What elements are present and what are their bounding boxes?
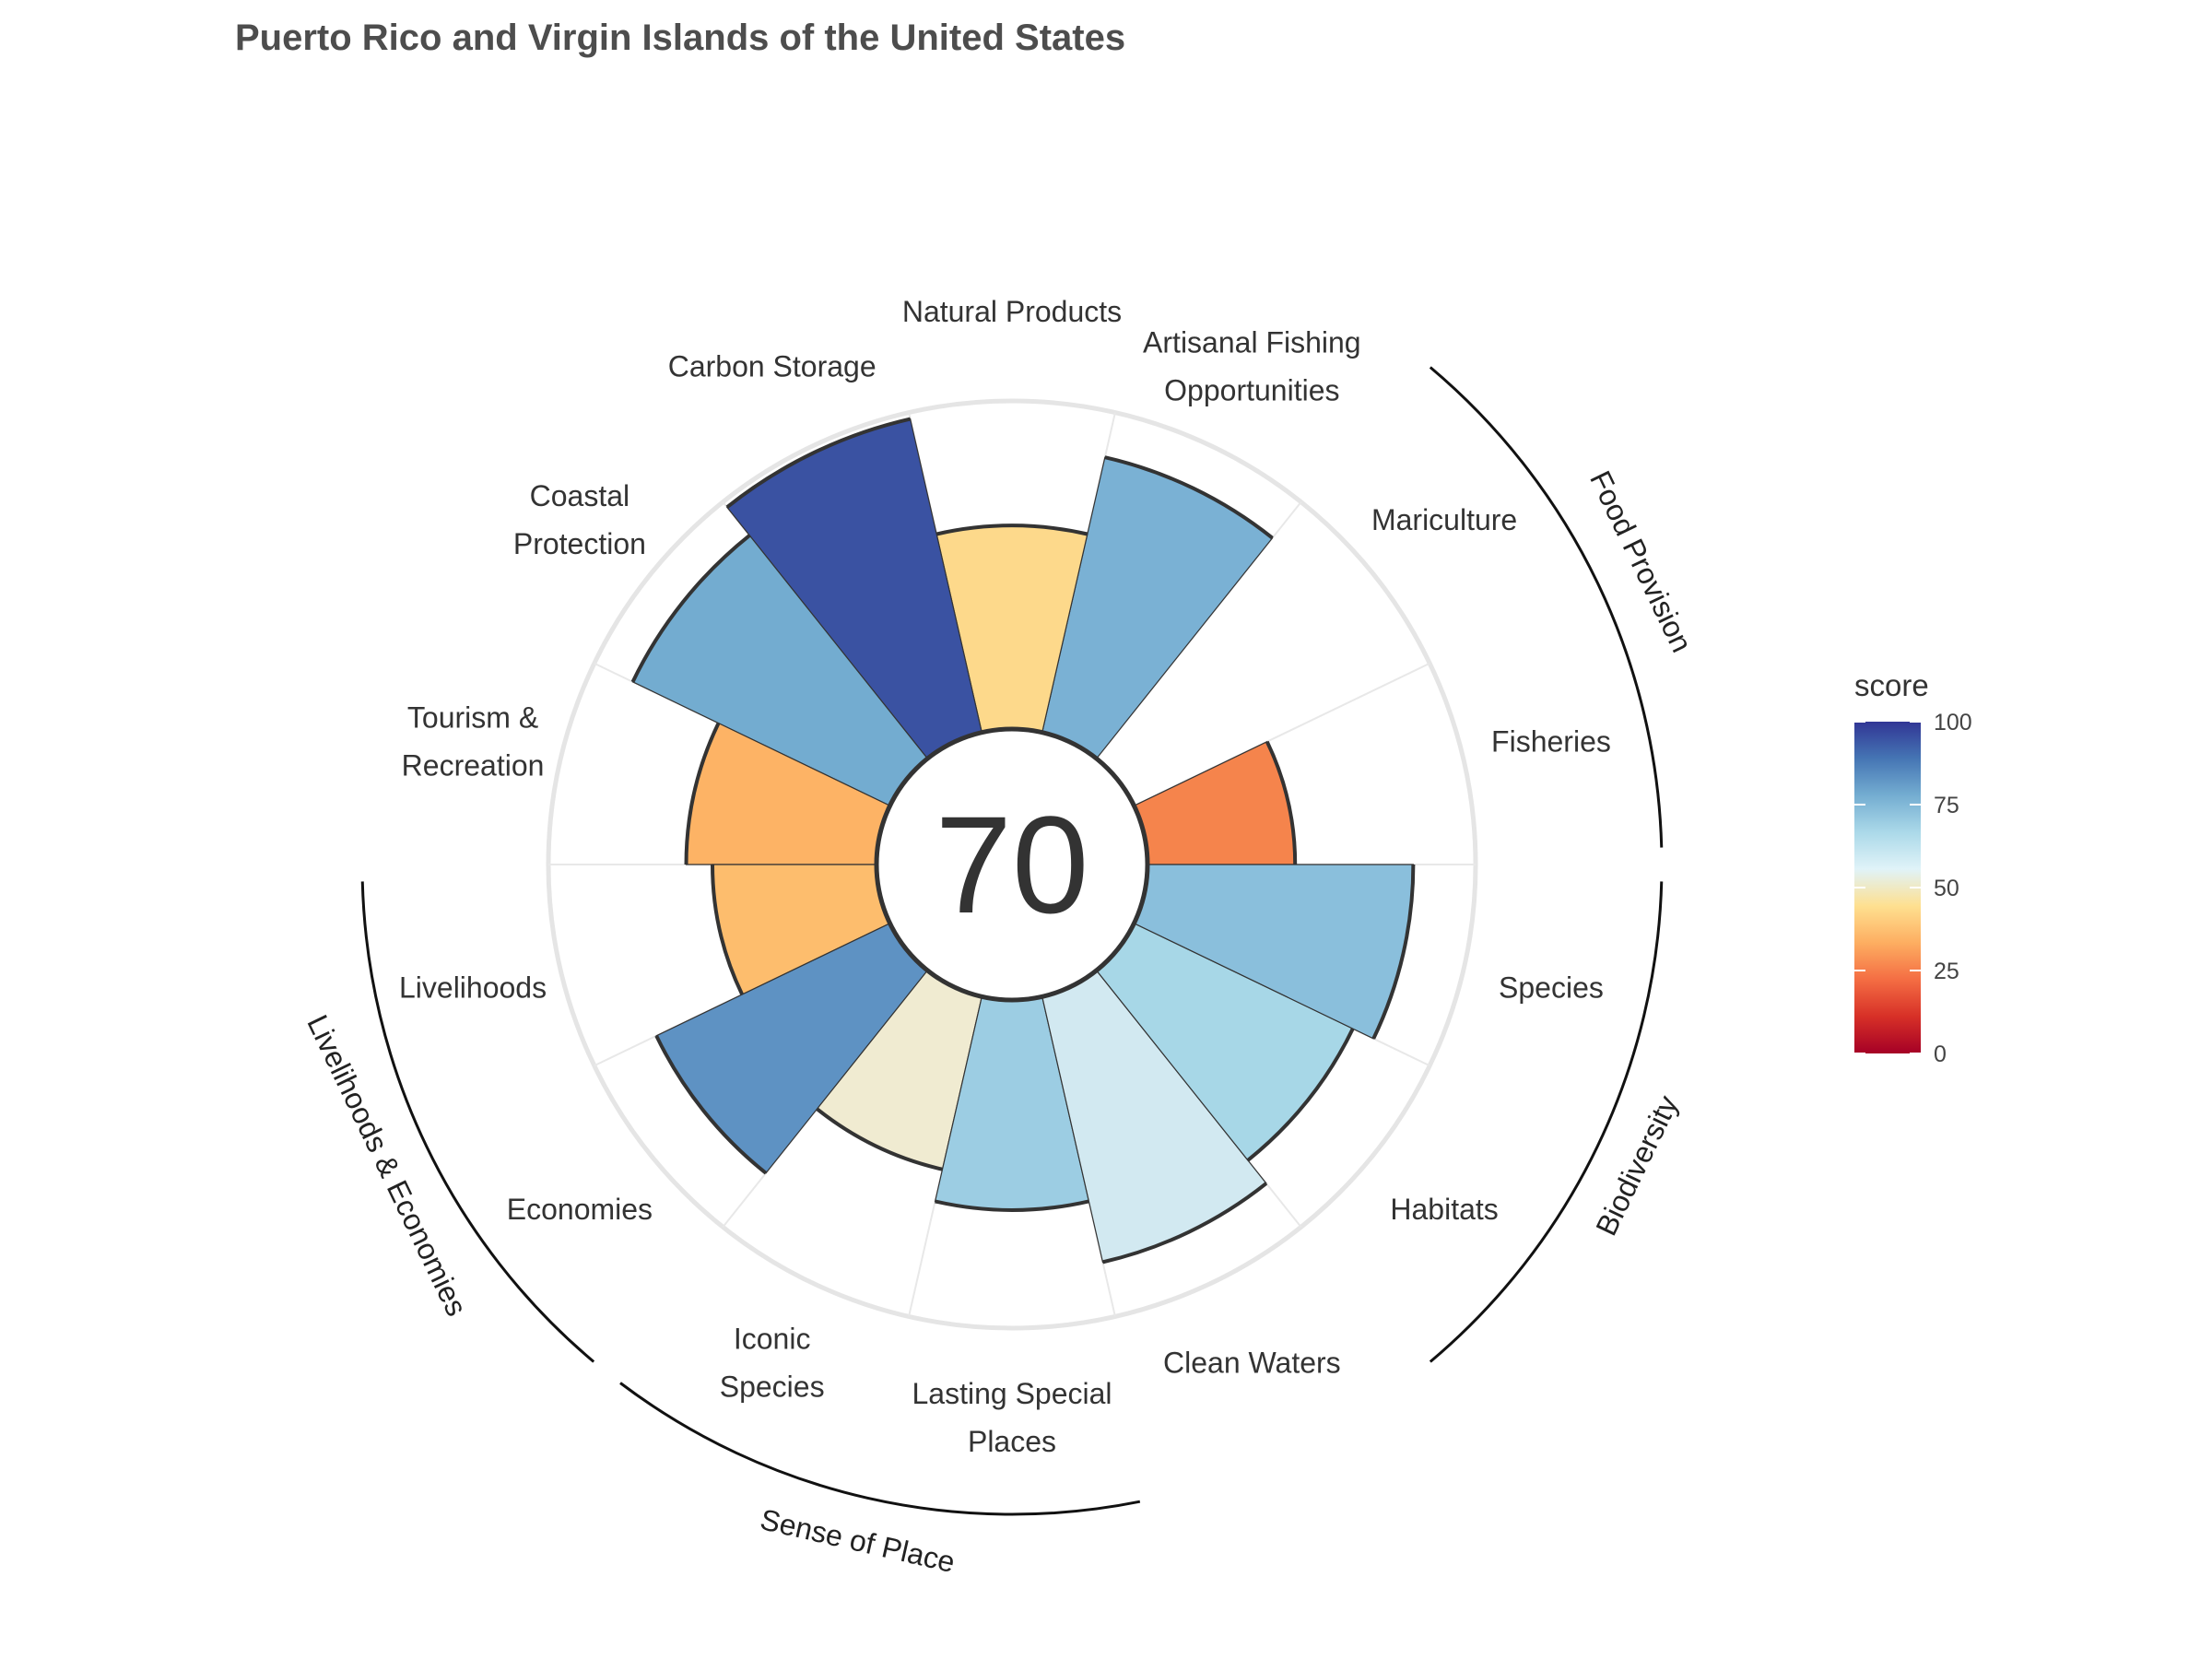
group-label-sense-of-place: Sense of Place: [758, 1502, 959, 1579]
label-line: Iconic: [734, 1323, 811, 1356]
group-label-food-provision: Food Provision: [1583, 465, 1699, 657]
petal-outline-clean-waters: [1102, 1182, 1268, 1265]
petal-outline-lasting-special-places: [935, 1199, 1089, 1212]
petal-outline-natural-products: [935, 524, 1088, 536]
center-circle: [874, 726, 1150, 1003]
petal-outline-species: [1371, 864, 1416, 1040]
legend-tick-label: 0: [1934, 1041, 1947, 1067]
group-label-livelihoods-economies: Livelihoods & Economies: [300, 1010, 474, 1322]
label-coastal-protection: Coastal Protection: [513, 479, 646, 560]
overall-score: 70: [935, 787, 1089, 942]
label-artisanal-fishing-opportunities: Artisanal Fishing Opportunities: [1143, 325, 1361, 406]
chart-title: Puerto Rico and Virgin Islands of the Un…: [235, 18, 1125, 58]
petal-outline-iconic-species: [816, 1107, 943, 1171]
label-line: Opportunities: [1164, 373, 1339, 406]
group-arc-food-provision: [1429, 366, 1664, 848]
legend-ticks: 0 25 50 75 100: [1854, 710, 1972, 1067]
category-labels: Fisheries Mariculture Artisanal Fishing Opp…: [399, 295, 1611, 1458]
label-habitats: Habitats: [1390, 1193, 1498, 1226]
petal-outline-fisheries: [1265, 740, 1298, 865]
petal-fisheries: [1133, 740, 1296, 865]
label-livelihoods: Livelihoods: [399, 971, 547, 1005]
legend-tick-label: 25: [1934, 959, 1959, 984]
label-line: Livelihoods: [399, 971, 547, 1005]
label-clean-waters: Clean Waters: [1163, 1347, 1341, 1380]
group-arc-biodiversity: [1429, 881, 1664, 1363]
legend-tick-label: 50: [1934, 876, 1959, 901]
label-economies: Economies: [507, 1193, 653, 1226]
group-label-biodiversity: Biodiversity: [1589, 1090, 1684, 1241]
label-line: Recreation: [402, 748, 545, 782]
petals: [630, 417, 1416, 1265]
label-line: Carbon Storage: [668, 349, 877, 382]
group-arc-sense-of-place: [619, 1382, 1141, 1516]
label-line: Lasting Special: [912, 1377, 1112, 1410]
label-fisheries: Fisheries: [1491, 724, 1611, 758]
label-iconic-species: Iconic Species: [720, 1323, 825, 1404]
label-line: Protection: [513, 527, 646, 560]
label-line: Natural Products: [902, 295, 1122, 328]
label-line: Mariculture: [1371, 503, 1517, 536]
label-natural-products: Natural Products: [902, 295, 1122, 328]
petal-outline-coastal-protection: [630, 534, 751, 683]
label-line: Artisanal Fishing: [1143, 325, 1361, 359]
petal-outline-tourism-recreation: [684, 722, 721, 865]
color-legend: score 0 25 50 75 100: [1854, 668, 1972, 1067]
label-line: Coastal: [530, 479, 630, 512]
petal-outline-carbon-storage: [725, 417, 912, 509]
legend-title: score: [1854, 668, 1929, 702]
label-line: Species: [720, 1371, 825, 1404]
legend-tick-label: 100: [1934, 710, 1972, 735]
legend-tick-label: 75: [1934, 793, 1959, 818]
label-line: Clean Waters: [1163, 1347, 1341, 1380]
label-line: Tourism &: [407, 700, 538, 734]
label-tourism-recreation: Tourism & Recreation: [402, 700, 545, 782]
label-line: Economies: [507, 1193, 653, 1226]
label-line: Species: [1499, 971, 1604, 1005]
label-line: Places: [968, 1425, 1056, 1458]
petal-outline-habitats: [1246, 1028, 1355, 1162]
group-arc-livelihoods-economies: [360, 881, 595, 1363]
petal-outline-artisanal-fishing-opportunities: [1104, 455, 1274, 540]
label-carbon-storage: Carbon Storage: [668, 349, 877, 382]
label-species: Species: [1499, 971, 1604, 1005]
label-line: Fisheries: [1491, 724, 1611, 758]
petal-outline-livelihoods: [711, 864, 744, 995]
label-lasting-special-places: Lasting Special Places: [912, 1377, 1112, 1458]
label-mariculture: Mariculture: [1371, 503, 1517, 536]
petal-artisanal-fishing-opportunities: [1041, 456, 1274, 759]
petal-outline-economies: [654, 1034, 768, 1175]
label-line: Habitats: [1390, 1193, 1498, 1226]
